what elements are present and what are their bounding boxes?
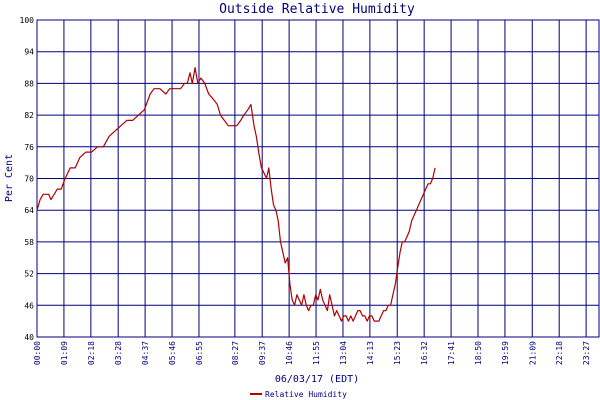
y-tick-label: 88 <box>24 79 34 88</box>
x-tick-label: 21:09 <box>528 341 537 365</box>
x-axis-label: 06/03/17 (EDT) <box>275 374 359 385</box>
x-tick-label: 09:37 <box>258 341 267 365</box>
x-tick-label: 08:27 <box>231 341 240 365</box>
x-tick-label: 03:28 <box>114 341 123 365</box>
y-axis-label: Per Cent <box>4 154 15 202</box>
y-tick-label: 46 <box>24 301 34 310</box>
x-tick-label: 22:18 <box>555 341 564 365</box>
x-tick-label: 23:27 <box>582 341 591 365</box>
x-tick-label: 00:00 <box>33 341 42 365</box>
x-tick-label: 11:55 <box>312 341 321 365</box>
x-axis-ticks: 00:00 01:09 02:18 03:28 04:37 05:46 06:55 08:27… <box>33 341 591 365</box>
plot-grid <box>36 19 599 338</box>
y-tick-label: 58 <box>24 238 34 247</box>
y-tick-label: 40 <box>24 333 34 342</box>
x-tick-label: 18:50 <box>474 341 483 365</box>
x-tick-label: 06:55 <box>195 341 204 365</box>
x-tick-label: 19:59 <box>501 341 510 365</box>
x-tick-label: 01:09 <box>60 341 69 365</box>
y-tick-label: 52 <box>24 270 34 279</box>
x-tick-label: 04:37 <box>141 341 150 365</box>
x-tick-label: 13:04 <box>339 341 348 365</box>
y-tick-label: 100 <box>20 16 35 25</box>
series-line-relative-humidity <box>36 67 436 322</box>
x-tick-label: 10:46 <box>285 341 294 365</box>
x-tick-label: 05:46 <box>168 341 177 365</box>
y-tick-label: 82 <box>24 111 34 120</box>
x-tick-label: 14:13 <box>366 341 375 365</box>
y-tick-label: 94 <box>24 48 34 57</box>
x-tick-label: 16:32 <box>420 341 429 365</box>
plot-frame <box>36 19 600 338</box>
y-tick-label: 76 <box>24 143 34 152</box>
x-tick-label: 02:18 <box>87 341 96 365</box>
legend: Relative Humidity <box>250 390 347 399</box>
x-tick-label: 15:23 <box>393 341 402 365</box>
legend-label: Relative Humidity <box>265 390 347 399</box>
y-tick-label: 70 <box>24 175 34 184</box>
chart-title: Outside Relative Humidity <box>219 2 415 17</box>
x-tick-label: 17:41 <box>447 341 456 365</box>
y-axis-ticks: 40 46 52 58 64 70 76 82 88 94 100 <box>20 16 35 342</box>
y-tick-label: 64 <box>24 206 34 215</box>
